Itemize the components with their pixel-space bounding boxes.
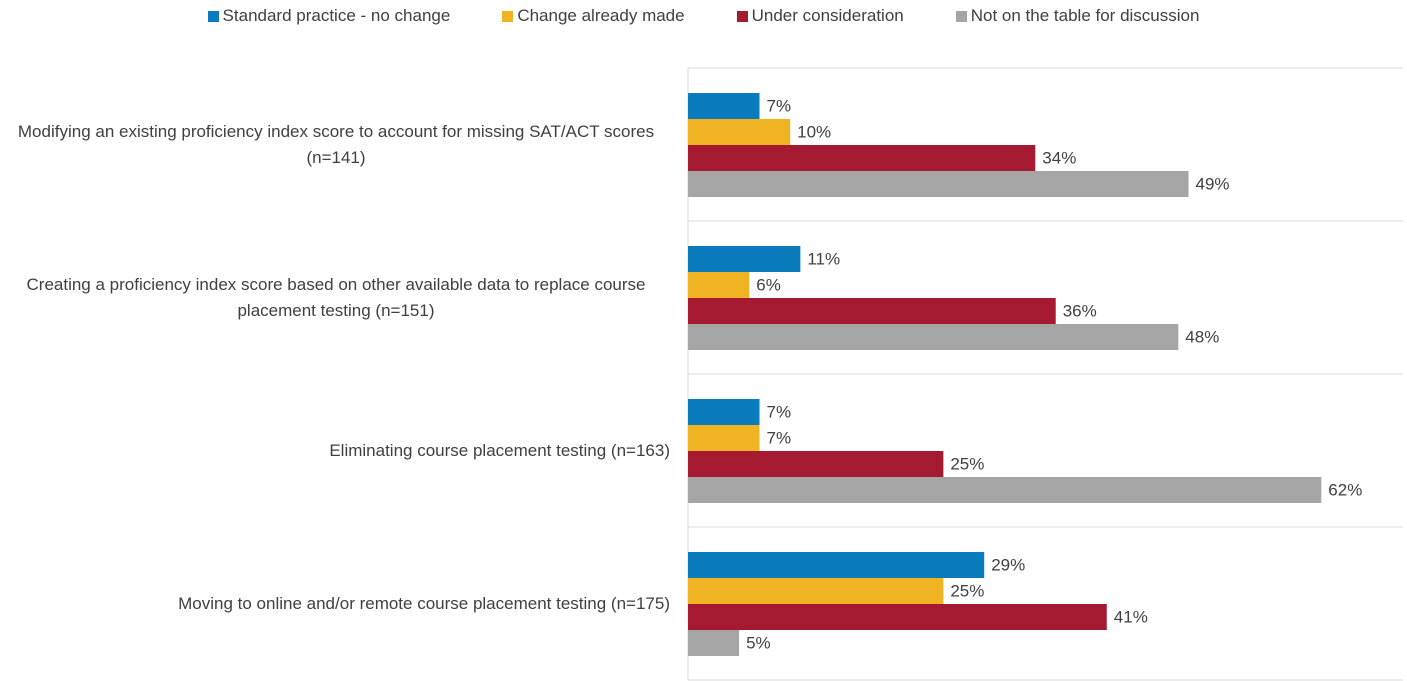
bar xyxy=(688,604,1107,630)
legend-item: Under consideration xyxy=(736,6,904,26)
bar xyxy=(688,93,760,119)
bar xyxy=(688,552,985,578)
data-label: 5% xyxy=(746,633,771,652)
data-label: 36% xyxy=(1063,301,1097,320)
data-label: 41% xyxy=(1114,607,1148,626)
legend-label: Standard practice - no change xyxy=(222,6,451,25)
bar xyxy=(688,399,760,425)
category-label: Creating a proficiency index score based… xyxy=(0,272,670,324)
data-label: 7% xyxy=(767,402,792,421)
bar xyxy=(688,477,1322,503)
legend-label: Change already made xyxy=(517,6,685,25)
bar xyxy=(688,578,944,604)
data-label: 48% xyxy=(1185,327,1219,346)
data-label: 25% xyxy=(950,454,984,473)
bar xyxy=(688,145,1036,171)
category-text: Modifying an existing proficiency index … xyxy=(17,121,655,167)
data-label: 7% xyxy=(767,96,792,115)
data-label: 62% xyxy=(1328,480,1362,499)
legend-label: Under consideration xyxy=(751,6,904,25)
bar xyxy=(688,425,760,451)
legend-swatch xyxy=(502,10,514,22)
data-label: 10% xyxy=(797,122,831,141)
bar xyxy=(688,246,801,272)
category-label: Modifying an existing proficiency index … xyxy=(0,119,670,171)
legend-item: Not on the table for discussion xyxy=(955,6,1200,26)
legend-swatch xyxy=(955,10,967,22)
category-text: Eliminating course placement testing (n=… xyxy=(329,440,670,460)
data-label: 29% xyxy=(991,555,1025,574)
bar xyxy=(688,298,1056,324)
bar xyxy=(688,272,750,298)
legend-swatch xyxy=(736,10,748,22)
bar xyxy=(688,324,1179,350)
data-label: 6% xyxy=(756,275,781,294)
data-label: 25% xyxy=(950,581,984,600)
legend-item: Change already made xyxy=(502,6,685,26)
data-label: 34% xyxy=(1042,148,1076,167)
category-text: Moving to online and/or remote course pl… xyxy=(178,593,670,613)
legend-label: Not on the table for discussion xyxy=(970,6,1200,25)
bar xyxy=(688,451,944,477)
bar xyxy=(688,630,740,656)
data-label: 49% xyxy=(1196,174,1230,193)
category-label: Eliminating course placement testing (n=… xyxy=(0,438,670,464)
category-label: Moving to online and/or remote course pl… xyxy=(0,591,670,617)
data-label: 7% xyxy=(767,428,792,447)
legend-swatch xyxy=(207,10,219,22)
legend: Standard practice - no change Change alre… xyxy=(0,6,1407,26)
bar xyxy=(688,171,1189,197)
data-label: 11% xyxy=(807,249,840,268)
bar xyxy=(688,119,791,145)
legend-item: Standard practice - no change xyxy=(207,6,451,26)
category-text: Creating a proficiency index score based… xyxy=(26,274,646,320)
